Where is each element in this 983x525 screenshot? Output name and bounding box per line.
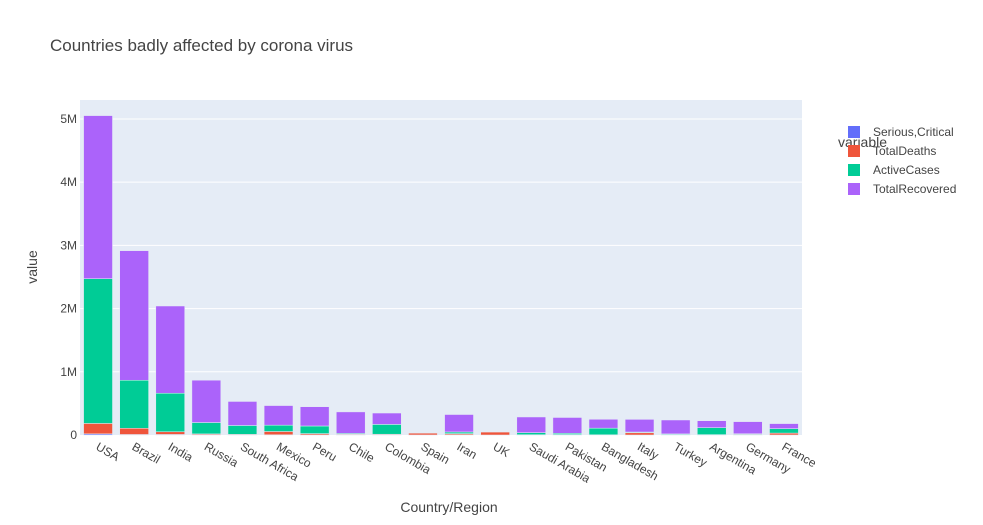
x-tick-label: Iran	[455, 439, 480, 461]
bar-south-africa-totalrecovered[interactable]	[227, 401, 258, 426]
x-tick-label: Turkey	[671, 439, 709, 469]
bar-usa-activecases[interactable]	[83, 278, 113, 424]
bar-bangladesh-activecases[interactable]	[588, 427, 619, 436]
y-axis-title: value	[24, 250, 40, 284]
x-axis-title: Country/Region	[400, 499, 497, 515]
bar-argentina-totalrecovered[interactable]	[697, 420, 727, 428]
legend-label: Serious,Critical	[873, 125, 954, 139]
legend-swatch	[848, 164, 860, 176]
bar-india-totaldeaths[interactable]	[155, 431, 185, 435]
y-tick-label: 3M	[60, 238, 77, 252]
bar-bangladesh-totalrecovered[interactable]	[588, 419, 619, 429]
x-tick-label: Peru	[310, 439, 339, 464]
bar-spain-totaldeaths[interactable]	[408, 432, 438, 436]
bar-brazil-activecases[interactable]	[119, 379, 149, 429]
bar-usa-totaldeaths[interactable]	[83, 423, 113, 435]
bar-mexico-activecases[interactable]	[263, 424, 294, 432]
plot-area	[80, 100, 802, 435]
bar-turkey-totalrecovered[interactable]	[660, 419, 691, 435]
legend-label: TotalDeaths	[873, 144, 936, 158]
bar-russia-totalrecovered[interactable]	[191, 379, 222, 423]
bar-chile-totalrecovered[interactable]	[336, 411, 366, 434]
legend-item-totaldeaths[interactable]: TotalDeaths	[848, 144, 936, 158]
x-tick-label: Chile	[346, 439, 377, 465]
y-axis-ticks: 0 1M 2M 3M 4M 5M	[60, 112, 77, 442]
bar-russia-activecases[interactable]	[191, 422, 222, 435]
x-tick-label: Brazil	[130, 439, 163, 466]
legend: Serious,Critical TotalDeaths ActiveCases To…	[848, 125, 956, 196]
legend-label: TotalRecovered	[873, 182, 956, 196]
legend-swatch	[848, 183, 860, 195]
bar-saudi-arabia-totalrecovered[interactable]	[516, 416, 546, 433]
x-tick-label: UK	[491, 439, 512, 459]
bar-usa-totalrecovered[interactable]	[83, 115, 113, 279]
bar-peru-activecases[interactable]	[299, 425, 330, 434]
bar-italy-totalrecovered[interactable]	[624, 419, 655, 433]
legend-item-serious-critical[interactable]: Serious,Critical	[848, 125, 954, 139]
legend-label: ActiveCases	[873, 163, 940, 177]
bar-germany-totalrecovered[interactable]	[733, 421, 763, 435]
bar-india-activecases[interactable]	[155, 392, 185, 433]
bar-uk-totaldeaths[interactable]	[480, 431, 510, 436]
bar-colombia-totalrecovered[interactable]	[372, 412, 402, 425]
x-tick-label: USA	[94, 439, 122, 463]
gridlines	[80, 118, 802, 373]
bar-iran-totalrecovered[interactable]	[444, 414, 474, 433]
x-tick-label: Russia	[202, 439, 241, 470]
legend-item-totalrecovered[interactable]: TotalRecovered	[848, 182, 956, 196]
bar-france-totaldeaths[interactable]	[769, 432, 799, 436]
bar-argentina-activecases[interactable]	[697, 427, 727, 435]
bar-france-activecases[interactable]	[769, 428, 799, 434]
bar-brazil-totaldeaths[interactable]	[119, 428, 149, 435]
bar-france-totalrecovered[interactable]	[769, 423, 799, 429]
bar-peru-totalrecovered[interactable]	[299, 406, 330, 427]
chart-title: Countries badly affected by corona virus	[50, 36, 353, 55]
legend-item-activecases[interactable]: ActiveCases	[848, 163, 940, 177]
legend-swatch	[848, 126, 860, 138]
y-tick-label: 2M	[60, 302, 77, 316]
bar-mexico-totaldeaths[interactable]	[263, 431, 294, 436]
bar-pakistan-totalrecovered[interactable]	[552, 417, 583, 434]
x-tick-label: India	[166, 439, 196, 464]
y-tick-label: 4M	[60, 175, 77, 189]
bars	[83, 115, 799, 436]
bar-italy-totaldeaths[interactable]	[624, 432, 655, 436]
bar-saudi-arabia-activecases[interactable]	[516, 432, 546, 435]
y-tick-label: 1M	[60, 365, 77, 379]
bar-mexico-totalrecovered[interactable]	[263, 405, 294, 426]
legend-swatch	[848, 145, 860, 157]
bar-brazil-totalrecovered[interactable]	[119, 250, 149, 381]
y-tick-label: 5M	[60, 112, 77, 126]
bar-south-africa-activecases[interactable]	[227, 425, 258, 435]
bar-colombia-activecases[interactable]	[372, 424, 402, 435]
y-tick-label: 0	[70, 428, 77, 442]
bar-india-totalrecovered[interactable]	[155, 305, 185, 394]
